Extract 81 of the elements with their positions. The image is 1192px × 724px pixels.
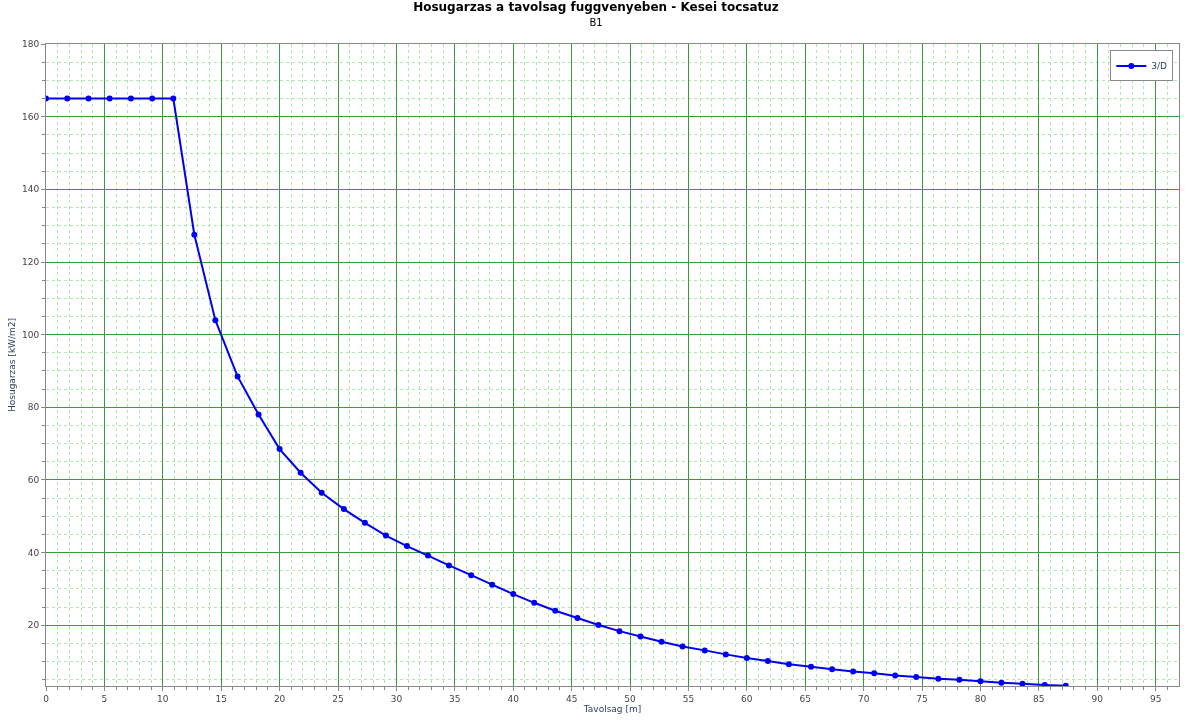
x-tick-label: 80 (974, 693, 987, 704)
y-axis-title: Hosugarzas [kW/m2] (7, 317, 18, 413)
point (255, 411, 262, 418)
x-tick-label: 10 (157, 693, 169, 704)
point (1019, 680, 1026, 686)
point (850, 668, 857, 675)
point (212, 317, 219, 324)
point (574, 615, 581, 622)
point (382, 532, 389, 539)
y-tick-label: 180 (22, 39, 40, 50)
point (276, 446, 283, 453)
y-tick-label: 20 (27, 620, 40, 631)
point (170, 95, 177, 102)
x-tick-label: 60 (741, 693, 753, 704)
x-tick-label: 35 (449, 693, 461, 704)
point (531, 599, 538, 606)
y-tick-label: 40 (27, 547, 40, 558)
point (764, 657, 771, 664)
point (701, 647, 708, 654)
chart-title: Hosugarzas a tavolsag fuggvenyeben - Kesei tocsatuz (413, 0, 779, 14)
point (340, 506, 347, 513)
point (679, 643, 686, 650)
point (424, 552, 431, 559)
x-tick-label: 70 (857, 693, 870, 704)
point (489, 581, 496, 588)
y-tick-label: 100 (22, 329, 40, 340)
x-tick-label: 95 (1149, 693, 1162, 704)
point (510, 591, 517, 598)
point (977, 678, 984, 685)
y-tick-label: 80 (27, 402, 40, 413)
point (234, 373, 241, 380)
x-tick-label: 20 (273, 693, 286, 704)
legend-label: 3/D (1151, 61, 1168, 72)
point (64, 95, 71, 102)
point (616, 628, 623, 635)
point (361, 519, 368, 526)
point (956, 676, 963, 683)
point (998, 679, 1005, 686)
x-tick-label: 85 (1033, 693, 1045, 704)
point (935, 675, 942, 682)
x-tick-label: 30 (390, 693, 403, 704)
y-tick-label: 60 (27, 475, 40, 486)
point (743, 655, 750, 662)
point (191, 231, 198, 238)
point (871, 670, 878, 677)
y-tick-label: 120 (22, 257, 40, 268)
x-tick-label: 40 (507, 693, 520, 704)
point (829, 666, 836, 673)
x-tick-label: 90 (1091, 693, 1104, 704)
point (595, 621, 602, 628)
point (785, 661, 792, 668)
x-tick-label: 55 (682, 693, 695, 704)
point (106, 95, 113, 102)
point (127, 95, 134, 102)
x-tick-label: 75 (916, 693, 928, 704)
point (808, 663, 815, 670)
y-tick-label: 140 (22, 184, 40, 195)
point (468, 572, 475, 579)
point (297, 469, 304, 476)
point (318, 489, 325, 496)
point (892, 672, 899, 679)
point (722, 651, 729, 658)
point (403, 543, 410, 550)
y-tick-label: 160 (22, 111, 40, 122)
point (85, 95, 92, 102)
x-tick-label: 25 (332, 693, 344, 704)
point (552, 607, 559, 614)
point (913, 673, 920, 680)
x-tick-label: 0 (43, 693, 50, 704)
point (637, 633, 644, 640)
x-tick-label: 45 (565, 693, 578, 704)
point (445, 562, 452, 569)
point (658, 638, 665, 645)
x-tick-label: 50 (624, 693, 637, 704)
x-tick-label: 5 (101, 693, 108, 704)
chart-subtitle: B1 (589, 17, 603, 29)
x-tick-label: 65 (799, 693, 811, 704)
point (1041, 681, 1048, 686)
x-axis-title: Tavolsag [m] (582, 703, 642, 714)
x-tick-label: 15 (215, 693, 227, 704)
point (149, 95, 156, 102)
